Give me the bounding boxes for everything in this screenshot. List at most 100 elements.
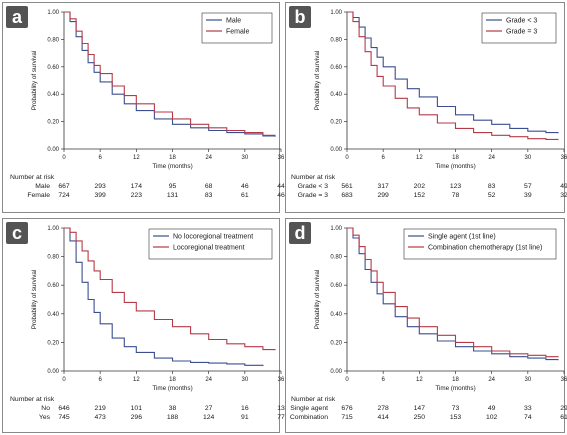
panel-a-x-tick-label: 12	[133, 155, 140, 161]
panel-c-badge	[6, 222, 28, 244]
panel-b-risk-value: 299	[377, 192, 389, 199]
panel-d-risk-row-label: Single agent	[290, 405, 328, 412]
panel-a-x-tick-label: 0	[62, 155, 66, 161]
panel-c-risk-value: 38	[169, 405, 177, 412]
panel-b-y-axis-label: Probability of survival	[314, 51, 321, 111]
panel-a-y-tick-label: 0.60	[47, 65, 59, 71]
panel-d-risk-value: 250	[414, 414, 426, 421]
panel-b-risk-row-label: Grade = 3	[298, 192, 329, 199]
panel-c-risk-value: 27	[205, 405, 213, 412]
panel-a-x-axis-label: Time (months)	[152, 163, 192, 170]
panel-c-risk-value: 124	[203, 414, 215, 421]
panel-b-risk-value: 83	[488, 183, 496, 190]
panel-b-x-tick-label: 12	[416, 155, 423, 161]
panel-d-risk-value: 74	[524, 414, 532, 421]
panel-b-risk-value: 202	[414, 183, 426, 190]
panel-c-risk-row-label: No	[41, 405, 50, 412]
panel-a-badge	[6, 6, 28, 28]
panel-c-risk-value: 77	[277, 414, 285, 421]
panel-d-risk-value: 676	[341, 405, 353, 412]
panel-a-x-tick-label: 6	[98, 155, 102, 161]
panel-a-y-axis-label: Probability of survival	[31, 51, 38, 111]
panel-a-legend-entry-1: Male	[226, 18, 241, 25]
panel-b-risk-value: 39	[524, 192, 532, 199]
panel-a-x-tick-label: 24	[205, 155, 212, 161]
panel-d-risk-value: 33	[524, 405, 532, 412]
panel-a-risk-value: 399	[94, 192, 106, 199]
panel-d-risk-value: 102	[486, 414, 498, 421]
panel-c-legend-box	[148, 228, 273, 260]
panel-c-x-tick-label: 6	[98, 377, 102, 383]
panel-d-x-tick-label: 18	[452, 377, 459, 383]
panel-d-risk-value: 715	[341, 414, 353, 421]
panel-c-legend-entry-1: No locoregional treatment	[173, 234, 253, 241]
panel-b-x-tick-label: 24	[488, 155, 495, 161]
panel-b-legend-box	[481, 12, 557, 44]
panel-d-risk-value: 29	[560, 405, 567, 412]
panel-d-series-line-2	[347, 227, 559, 358]
panel-c-risk-value: 296	[131, 414, 143, 421]
panel-a-x-tick-label: 30	[241, 155, 248, 161]
panel-c-risk-value: 91	[241, 414, 249, 421]
panel-d-risk-value: 153	[450, 414, 462, 421]
panel-d-y-tick-label: 0.00	[330, 369, 342, 375]
panel-a-risk-row-label: Female	[27, 192, 50, 199]
panel-a-risk-value: 46	[277, 192, 285, 199]
panel-b-risk-value: 78	[452, 192, 460, 199]
panel-b-y-tick-label: 0.40	[330, 92, 342, 98]
panel-a-risk-value: 61	[241, 192, 249, 199]
panel-c-risk-value: 16	[241, 405, 249, 412]
panel-a-risk-value: 68	[205, 183, 213, 190]
panel-d-x-tick-label: 24	[488, 377, 495, 383]
panel-c-badge-label: c	[12, 223, 22, 243]
panel-a-risk-row-label: Male	[35, 183, 50, 190]
panel-d-x-tick-label: 0	[345, 377, 349, 383]
panel-d-risk-table-title: Number at risk	[291, 396, 336, 403]
panel-b-risk-value: 317	[377, 183, 389, 190]
panel-d-risk-value: 278	[377, 405, 389, 412]
panel-a-risk-value: 131	[167, 192, 179, 199]
panel-c-series-line-2	[64, 227, 276, 351]
panel-d-x-tick-label: 12	[416, 377, 423, 383]
panel-d-y-axis-label: Probability of survival	[314, 270, 321, 330]
panel-d-x-axis-label: Time (months)	[435, 385, 475, 392]
panel-c-risk-table-title: Number at risk	[10, 396, 55, 403]
panel-b-y-tick-label: 1.00	[330, 10, 342, 16]
panel-d-risk-value: 49	[488, 405, 496, 412]
panel-c-x-tick-label: 24	[205, 377, 212, 383]
panel-c-risk-value: 101	[131, 405, 143, 412]
panel-a-x-tick-label: 36	[278, 155, 285, 161]
panel-d-y-tick-label: 0.60	[330, 283, 342, 289]
panel-c-risk-row-label: Yes	[39, 414, 51, 421]
panel-c-series-line-1	[64, 227, 264, 366]
panel-b-x-tick-label: 18	[452, 155, 459, 161]
panel-a-y-tick-label: 0.20	[47, 120, 59, 126]
panel-a-legend-box	[201, 12, 273, 44]
panel-c-y-tick-label: 0.20	[47, 340, 59, 346]
panel-b-risk-value: 32	[560, 192, 567, 199]
panel-b-legend-entry-2: Grade = 3	[506, 29, 537, 36]
panel-b-y-tick-label: 0.00	[330, 147, 342, 153]
panel-d-y-tick-label: 0.40	[330, 312, 342, 318]
panel-c-y-axis-label: Probability of survival	[31, 270, 38, 330]
panel-c-y-tick-label: 0.80	[47, 255, 59, 261]
panel-a-y-tick-label: 1.00	[47, 10, 59, 16]
panel-c-risk-value: 219	[94, 405, 106, 412]
panel-c-risk-value: 473	[94, 414, 106, 421]
panel-d-y-tick-label: 1.00	[330, 226, 342, 232]
panel-a-risk-value: 44	[277, 183, 285, 190]
panel-b-risk-row-label: Grade < 3	[298, 183, 329, 190]
panel-c-risk-value: 745	[58, 414, 70, 421]
panel-c-y-tick-label: 0.40	[47, 312, 59, 318]
panel-d-risk-row-label: Combination	[290, 414, 328, 421]
panel-d-y-tick-label: 0.20	[330, 340, 342, 346]
panel-d-legend-box	[403, 228, 557, 260]
panel-c-y-tick-label: 1.00	[47, 226, 59, 232]
panel-a-legend-entry-2: Female	[226, 29, 249, 36]
panel-a-risk-value: 46	[241, 183, 249, 190]
panel-a-badge-label: a	[12, 7, 23, 27]
panel-a-risk-value: 293	[94, 183, 106, 190]
panel-b-x-axis-label: Time (months)	[435, 163, 475, 170]
panel-b-y-tick-label: 0.80	[330, 37, 342, 43]
